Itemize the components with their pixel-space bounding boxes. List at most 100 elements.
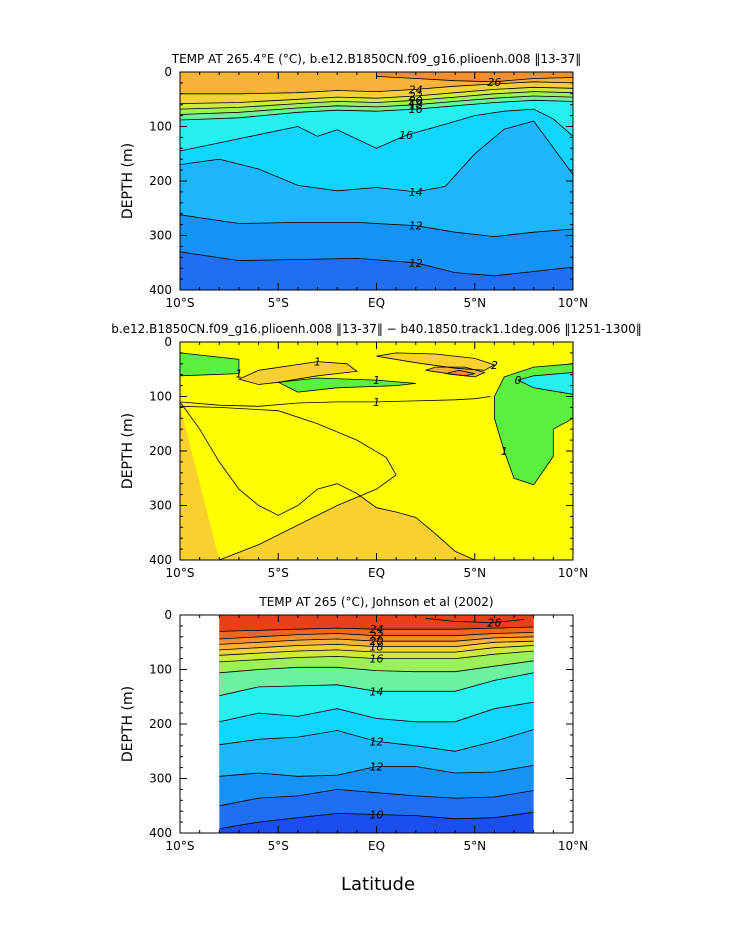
y-tick-label: 0 (164, 335, 172, 349)
contour-label: 2 (491, 359, 498, 372)
contour-label: 16 (399, 129, 413, 142)
contour-line (425, 617, 524, 624)
contour-label: 22 (409, 90, 423, 103)
y-tick-label: 0 (164, 608, 172, 622)
y-tick-label: 300 (149, 772, 172, 786)
contour-label: 26 (487, 617, 501, 630)
contour-line (219, 701, 534, 723)
x-tick-label: EQ (368, 839, 385, 853)
fill-band (180, 352, 239, 376)
contour-line (219, 811, 534, 829)
y-tick-label: 200 (149, 717, 172, 731)
x-tick-label: EQ (368, 296, 385, 310)
x-tick-label: 5°S (268, 566, 289, 580)
contour-label: 1 (501, 445, 508, 458)
y-axis-label: DEPTH (m) (120, 686, 136, 762)
fill-band (278, 378, 416, 393)
contour-line (180, 405, 397, 560)
contour-line (180, 81, 573, 95)
contour-label: 24 (409, 83, 423, 96)
contour-label: 12 (370, 735, 384, 748)
contour-line (180, 108, 573, 152)
contour-line (180, 91, 573, 110)
contour-line (219, 765, 534, 777)
x-tick-label: 10°N (558, 839, 588, 853)
fill-band (518, 372, 573, 395)
x-tick-label: 10°N (558, 566, 588, 580)
contour-label: 18 (409, 99, 423, 112)
fill-band (376, 352, 495, 371)
x-tick-label: 5°S (268, 839, 289, 853)
y-tick-label: 400 (149, 553, 172, 567)
contour-line (180, 95, 573, 115)
color-fill (219, 615, 534, 833)
fill-band (238, 361, 357, 385)
contour-line (180, 120, 573, 193)
contour-line (516, 372, 573, 395)
panel-title: b.e12.B1850CN.f09_g16.plioenh.008 ‖13-37… (111, 322, 642, 336)
contour-line (219, 660, 534, 674)
contour-line (219, 788, 534, 807)
contour-label: 10 (370, 808, 384, 821)
y-tick-label: 100 (149, 120, 172, 134)
contour-line (219, 645, 534, 656)
contour-label: 14 (409, 186, 423, 199)
contour-label: 14 (370, 685, 384, 698)
contour-line (180, 251, 573, 277)
contour-label: 16 (409, 103, 423, 116)
contour-label: 20 (370, 635, 384, 648)
x-tick-label: EQ (368, 566, 385, 580)
panel-title: TEMP AT 265.4°E (°C), b.e12.B1850CN.f09_… (171, 52, 582, 66)
contour-line (219, 650, 534, 663)
contour-lines (180, 352, 573, 560)
contour-line (180, 396, 491, 407)
y-tick-label: 400 (149, 283, 172, 297)
fill-band (180, 406, 397, 560)
y-tick-label: 100 (149, 390, 172, 404)
contour-line (237, 361, 358, 385)
y-tick-label: 0 (164, 65, 172, 79)
contour-label: 1 (314, 356, 321, 369)
x-tick-label: 10°S (166, 839, 195, 853)
contour-label: 16 (370, 653, 384, 666)
contour-label: 22 (370, 630, 384, 643)
fill-band (494, 363, 573, 485)
x-tick-label: 5°N (463, 839, 486, 853)
x-tick-label: 5°N (463, 566, 486, 580)
y-axis-label: DEPTH (m) (120, 413, 136, 489)
contour-line (376, 352, 496, 371)
contour-label: 12 (370, 761, 384, 774)
contour-label: 20 (409, 94, 423, 107)
contour-label: 12 (409, 220, 423, 233)
x-tick-label: 5°S (268, 296, 289, 310)
x-axis-label: Latitude (341, 874, 415, 895)
contour-line (445, 369, 475, 377)
contour-line (494, 363, 573, 486)
contour-line (180, 86, 573, 104)
x-tick-label: 10°S (166, 566, 195, 580)
contour-label: 26 (487, 76, 501, 89)
contour-label: 24 (370, 623, 384, 636)
contour-line (219, 729, 534, 752)
contour-label: 0 (514, 374, 521, 387)
contour-line (219, 640, 534, 651)
y-tick-label: 100 (149, 663, 172, 677)
contour-label: 1 (373, 396, 380, 409)
y-tick-label: 400 (149, 826, 172, 840)
contour-line (219, 636, 534, 645)
contour-line (376, 76, 573, 83)
y-tick-label: 200 (149, 174, 172, 188)
color-fill (180, 342, 573, 560)
contour-line (219, 626, 534, 632)
y-axis-label: DEPTH (m) (120, 143, 136, 219)
y-tick-label: 300 (149, 229, 172, 243)
y-tick-label: 200 (149, 444, 172, 458)
x-tick-label: 5°N (463, 296, 486, 310)
contour-line (180, 99, 573, 121)
y-tick-label: 300 (149, 499, 172, 513)
contour-label: 1 (235, 368, 242, 381)
contour-line (219, 672, 534, 697)
